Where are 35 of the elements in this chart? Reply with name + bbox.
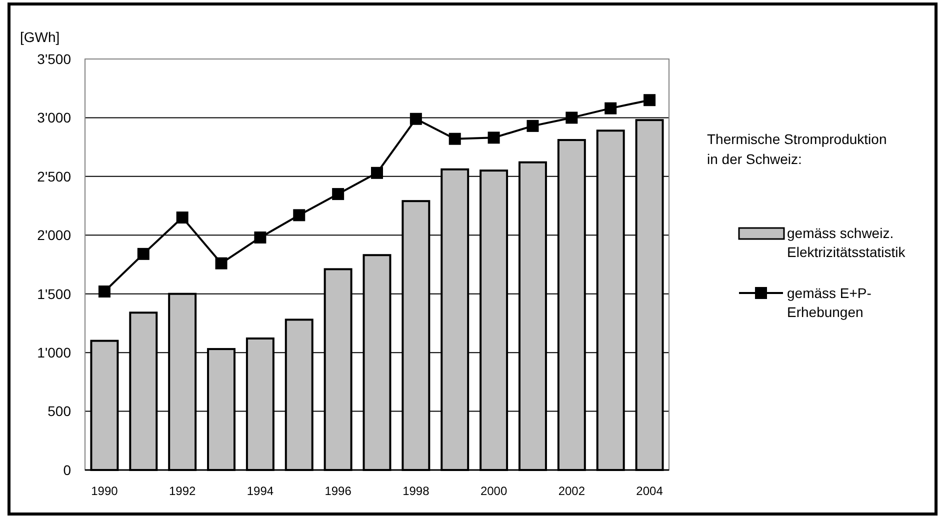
point: [215, 257, 228, 270]
point: [410, 112, 422, 125]
y-tick-label: 3'000: [37, 110, 72, 126]
x-tick-label: 1998: [402, 484, 430, 498]
y-tick-label: 2'500: [37, 168, 72, 184]
legend-label: gemäss E+P-Erhebungen: [787, 285, 872, 320]
y-tick-label: 1'500: [37, 286, 72, 302]
point: [526, 120, 539, 132]
point: [371, 166, 383, 179]
point: [488, 132, 500, 144]
point: [98, 286, 110, 298]
legend-label: gemäss schweiz. Elektrizitätsstatistik: [787, 225, 906, 260]
point: [176, 212, 188, 224]
y-tick-label: 0: [63, 462, 72, 478]
point: [293, 209, 306, 222]
x-tick-label: 1994: [246, 484, 274, 498]
point: [604, 102, 617, 114]
y-tick-label: 3'500: [37, 50, 72, 67]
x-tick-label: 2004: [636, 484, 664, 498]
x-tick-label: 1990: [91, 484, 118, 498]
x-tick-label: 2000: [480, 484, 508, 498]
point: [332, 188, 344, 200]
point: [448, 132, 461, 145]
point: [566, 112, 578, 124]
y-tick-label: 1'000: [37, 344, 72, 360]
x-tick-label: 1992: [168, 484, 196, 498]
legend-title: Thermische Stromproduktion in der Schweiz:: [707, 131, 887, 167]
x-tick-label: 1996: [324, 484, 352, 498]
y-axis-title: [GWh]: [20, 29, 60, 45]
point: [254, 231, 266, 244]
point: [137, 248, 150, 260]
point: [644, 94, 656, 106]
y-tick-label: 2'000: [37, 227, 72, 244]
x-tick-label: 2002: [558, 484, 586, 498]
y-tick-label: 500: [48, 403, 72, 420]
